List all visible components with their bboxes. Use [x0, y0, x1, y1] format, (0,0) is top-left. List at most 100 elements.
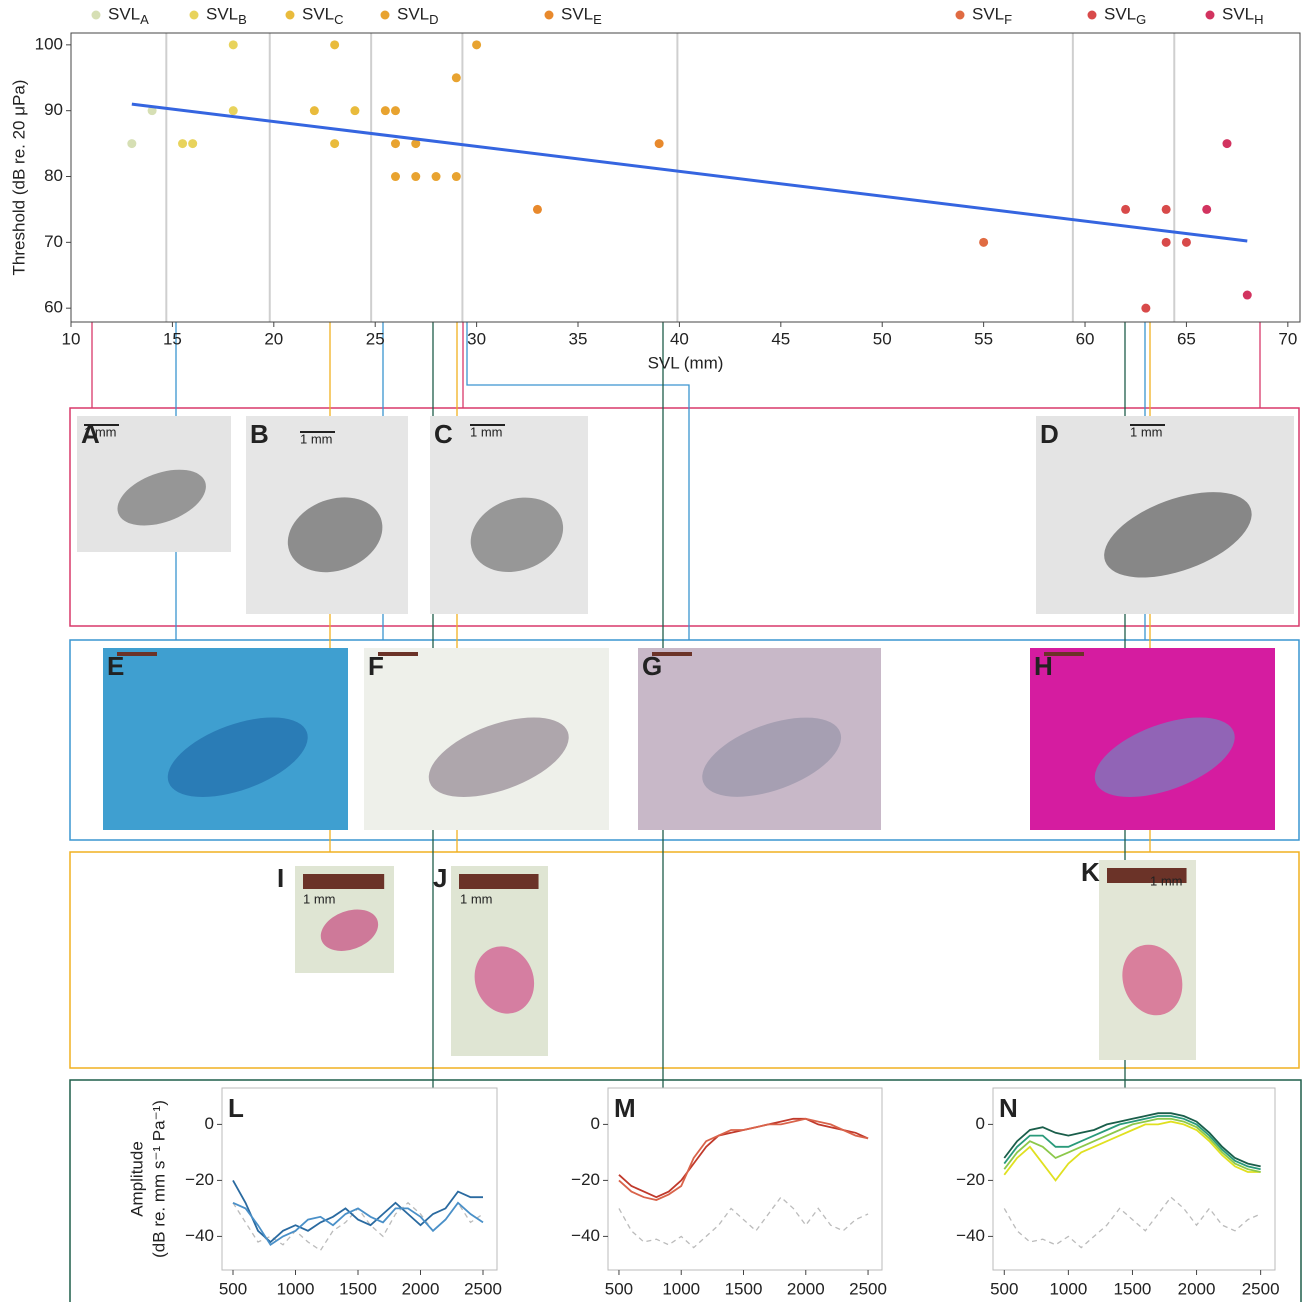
data-point [391, 172, 400, 181]
scale-label: 1 mm [470, 424, 503, 439]
data-point [330, 139, 339, 148]
data-point [452, 73, 461, 82]
y-axis-label: Threshold (dB re. 20 μPa) [9, 80, 28, 276]
y-tick-label: 0 [205, 1114, 214, 1133]
y-tick-label: 70 [44, 232, 63, 251]
y-tick-label: 90 [44, 100, 63, 119]
panel-label: I [277, 863, 284, 893]
data-point [1162, 238, 1171, 247]
x-tick-label: 10 [62, 329, 81, 348]
y-tick-label: −40 [956, 1226, 985, 1245]
x-tick-label: 20 [264, 329, 283, 348]
bar-scale [459, 874, 539, 889]
data-point [178, 139, 187, 148]
y-tick-label: −40 [571, 1226, 600, 1245]
x-axis-label: SVL (mm) [648, 353, 724, 372]
data-point [1182, 238, 1191, 247]
x-tick-label: 2000 [1178, 1279, 1216, 1298]
x-tick-label: 40 [670, 329, 689, 348]
legend-swatch [1088, 11, 1097, 20]
x-tick-label: 1500 [1114, 1279, 1152, 1298]
x-tick-label: 50 [873, 329, 892, 348]
legend-swatch [190, 11, 199, 20]
legend-label: SVLC [302, 4, 344, 27]
data-point [1202, 205, 1211, 214]
x-tick-label: 2500 [1242, 1279, 1280, 1298]
panel-label: J [433, 863, 447, 893]
data-point [310, 106, 319, 115]
data-point [533, 205, 542, 214]
legend-swatch [956, 11, 965, 20]
panel-label: L [228, 1093, 244, 1123]
scale-label: 1 mm [303, 891, 336, 906]
data-point [432, 172, 441, 181]
data-point [472, 40, 481, 49]
data-point [655, 139, 664, 148]
scale-label: 1 mm [300, 431, 333, 446]
bar-scale [378, 652, 418, 656]
data-point [1162, 205, 1171, 214]
legend-label: SVLE [561, 4, 602, 27]
y-tick-label: −20 [185, 1170, 214, 1189]
x-tick-label: 65 [1177, 329, 1196, 348]
x-tick-label: 1000 [277, 1279, 315, 1298]
plot-frame [608, 1088, 882, 1270]
y-tick-label: −20 [571, 1170, 600, 1189]
x-tick-label: 1500 [339, 1279, 377, 1298]
x-tick-label: 60 [1076, 329, 1095, 348]
panel-label: N [999, 1093, 1018, 1123]
legend-label: SVLG [1104, 4, 1146, 27]
figure: 1015202530354045505560657060708090100SVL… [0, 0, 1302, 1302]
data-point [411, 172, 420, 181]
scale-label: 1 mm [1130, 424, 1163, 439]
y-tick-label: 0 [976, 1114, 985, 1133]
data-point [350, 106, 359, 115]
panel-label: K [1081, 857, 1100, 887]
data-point [452, 172, 461, 181]
x-tick-label: 30 [467, 329, 486, 348]
legend-swatch [92, 11, 101, 20]
data-point [1243, 291, 1252, 300]
data-point [391, 106, 400, 115]
data-point [381, 106, 390, 115]
y-tick-label: 100 [35, 34, 63, 53]
y-tick-label: 80 [44, 166, 63, 185]
y-tick-label: −20 [956, 1170, 985, 1189]
x-tick-label: 35 [569, 329, 588, 348]
x-tick-label: 1000 [662, 1279, 700, 1298]
legend-label: SVLH [1222, 4, 1264, 27]
legend-label: SVLF [972, 4, 1012, 27]
plot-frame [993, 1088, 1275, 1270]
x-tick-label: 2000 [402, 1279, 440, 1298]
plot-frame [222, 1088, 497, 1270]
trend-line [132, 104, 1247, 241]
data-point [188, 139, 197, 148]
legend-label: SVLD [397, 4, 439, 27]
panel-label: C [434, 419, 453, 449]
x-tick-label: 500 [605, 1279, 633, 1298]
x-tick-label: 15 [163, 329, 182, 348]
panel-label: F [368, 651, 384, 681]
x-tick-label: 55 [974, 329, 993, 348]
scale-label: 1 mm [84, 424, 117, 439]
data-point [1121, 205, 1130, 214]
data-point [979, 238, 988, 247]
x-tick-label: 2500 [464, 1279, 502, 1298]
data-point [1141, 304, 1150, 313]
x-tick-label: 500 [990, 1279, 1018, 1298]
scale-label: 1 mm [460, 891, 493, 906]
panel-label: E [107, 651, 124, 681]
data-point [229, 40, 238, 49]
panel-label: G [642, 651, 662, 681]
x-tick-label: 70 [1278, 329, 1297, 348]
bar-scale [303, 874, 384, 889]
panel-label: H [1034, 651, 1053, 681]
legend-swatch [1206, 11, 1215, 20]
data-point [1222, 139, 1231, 148]
legend-label: SVLA [108, 4, 149, 27]
x-tick-label: 2500 [849, 1279, 887, 1298]
page: {"chart_data": [ {"type": "scatter", "xl… [0, 0, 1302, 1302]
x-tick-label: 500 [219, 1279, 247, 1298]
legend-label: SVLB [206, 4, 247, 27]
